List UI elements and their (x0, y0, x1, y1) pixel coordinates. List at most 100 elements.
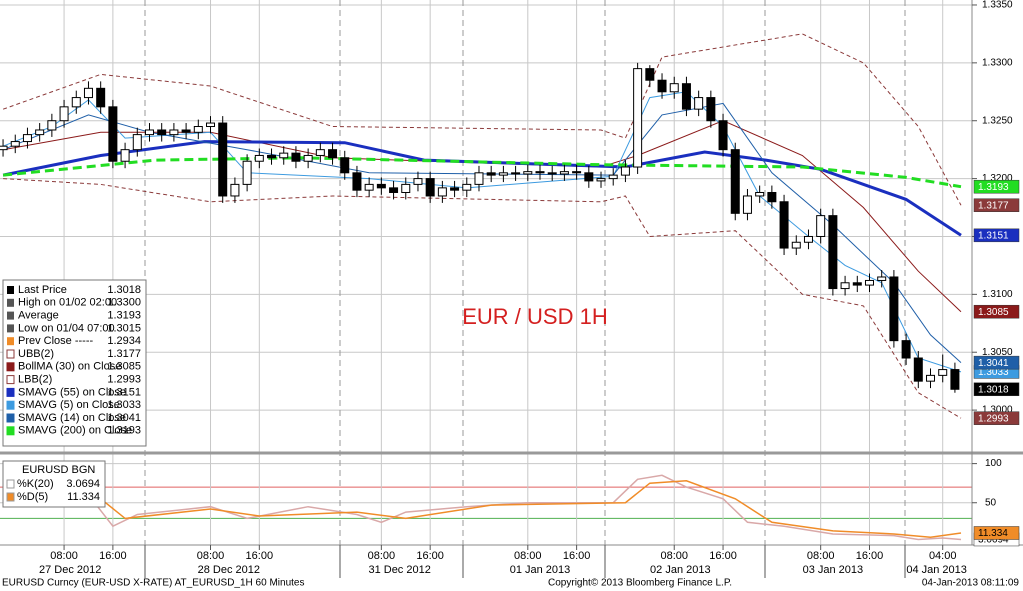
candle-body (254, 154, 264, 162)
candle-body (816, 215, 826, 237)
stoch-title: EURUSD BGN (22, 464, 95, 476)
candle-body (669, 83, 679, 93)
candle-body (486, 172, 496, 176)
candle-body (352, 172, 362, 191)
candle-body (181, 129, 191, 133)
y-tick-label: 1.3200 (982, 173, 1013, 184)
legend-value: 1.3193 (107, 425, 141, 437)
date-label: 01 Jan 2013 (510, 564, 571, 576)
candle-body (193, 126, 203, 133)
candle-body (389, 187, 399, 193)
legend-label: BollMA (30) on Close (18, 361, 121, 373)
candle-body (681, 83, 691, 110)
candle-body (559, 171, 569, 175)
candle-body (742, 195, 752, 214)
candle-body (303, 154, 313, 162)
candle-body (376, 183, 386, 189)
price-tag (973, 228, 1020, 243)
footer-left: EURUSD Curncy (EUR-USD X-RATE) AT_EURUSD… (2, 578, 304, 589)
price-tag (973, 198, 1020, 212)
candle-body (926, 374, 936, 382)
price-tag-label: 1.3033 (978, 367, 1009, 378)
price-tag (973, 179, 1020, 194)
candles (0, 62, 960, 393)
candle-body (694, 97, 704, 110)
candle-body (425, 178, 435, 197)
price-tag-label: 1.3018 (978, 384, 1009, 395)
x-tick-label: 08:00 (197, 550, 225, 562)
chart-title: EUR / USD 1H (462, 304, 607, 329)
legend-value: 1.3151 (107, 386, 141, 398)
date-label: 28 Dec 2012 (198, 564, 260, 576)
date-label: 27 Dec 2012 (39, 564, 101, 576)
legend-label: LBB(2) (18, 374, 52, 386)
candle-body (584, 172, 594, 182)
candle-body (413, 178, 423, 185)
candle-body (767, 191, 777, 203)
candle-body (620, 166, 630, 176)
legend-label: Average (18, 310, 59, 322)
candle-body (864, 279, 874, 286)
candle-body (279, 152, 289, 159)
candle-body (401, 183, 411, 193)
candle-body (218, 122, 228, 197)
candle-body (498, 172, 508, 176)
candle-body (901, 340, 911, 359)
candle-body (852, 282, 862, 286)
candle-body (877, 276, 887, 281)
overlay-line (2, 156, 962, 189)
date-label: 04 Jan 2013 (906, 564, 967, 576)
candle-body (291, 152, 301, 162)
candle-body (779, 201, 789, 249)
stoch-legend: %K(20) 3.0694 %D(5) 11.334 (6, 478, 100, 503)
legend-value: 1.3041 (107, 412, 141, 424)
x-tick-label: 08:00 (807, 550, 835, 562)
overlay-line (3, 178, 962, 419)
candle-body (22, 134, 32, 143)
x-tick-label: 16:00 (709, 550, 737, 562)
candle-body (608, 174, 618, 180)
legend-icon (6, 375, 15, 385)
x-tick-label: 08:00 (660, 550, 688, 562)
legend-label: SMAVG (5) on Close (18, 399, 120, 411)
legend-label: SMAVG (55) on Close (18, 386, 126, 398)
candle-body (889, 276, 899, 342)
price-tag (973, 304, 1020, 319)
candle-body (791, 241, 801, 249)
legend-box (2, 279, 147, 447)
x-tick-label: 16:00 (856, 550, 884, 562)
axes: 1.33501.33001.32501.32001.31501.31001.30… (39, 0, 1020, 578)
legend-icon (6, 413, 15, 423)
price-tag (973, 526, 1020, 540)
y-tick-label: 1.3350 (982, 0, 1013, 11)
candle-body (71, 97, 81, 108)
candle-body (840, 282, 850, 290)
candle-body (462, 183, 472, 191)
y-tick-label: 1.3050 (982, 347, 1013, 358)
x-tick-label: 16:00 (416, 550, 444, 562)
legend-label: Low on 01/04 07:00 (18, 322, 115, 334)
candle-body (474, 172, 484, 185)
candle-body (10, 141, 20, 147)
x-tick-label: 16:00 (246, 550, 274, 562)
candle-body (547, 172, 557, 175)
stoch-line (3, 474, 962, 541)
candle-body (328, 149, 338, 159)
price-tag-label: 1.2993 (978, 413, 1009, 424)
candle-body (35, 129, 45, 136)
legend-icon (6, 479, 15, 489)
candle-body (120, 149, 130, 162)
x-tick-label: 08:00 (50, 550, 78, 562)
x-tick-label: 16:00 (563, 550, 591, 562)
legend-value: 1.2993 (107, 374, 141, 386)
y-tick-label: 1.3250 (982, 115, 1013, 126)
date-label: 03 Jan 2013 (803, 564, 864, 576)
candle-body (364, 183, 374, 191)
legend-value: 1.3085 (107, 361, 141, 373)
candle-body (657, 79, 667, 93)
candle-body (718, 120, 728, 151)
candle-body (535, 171, 545, 174)
legend-label: %K(20) (17, 478, 54, 490)
legend-icon (7, 324, 14, 333)
